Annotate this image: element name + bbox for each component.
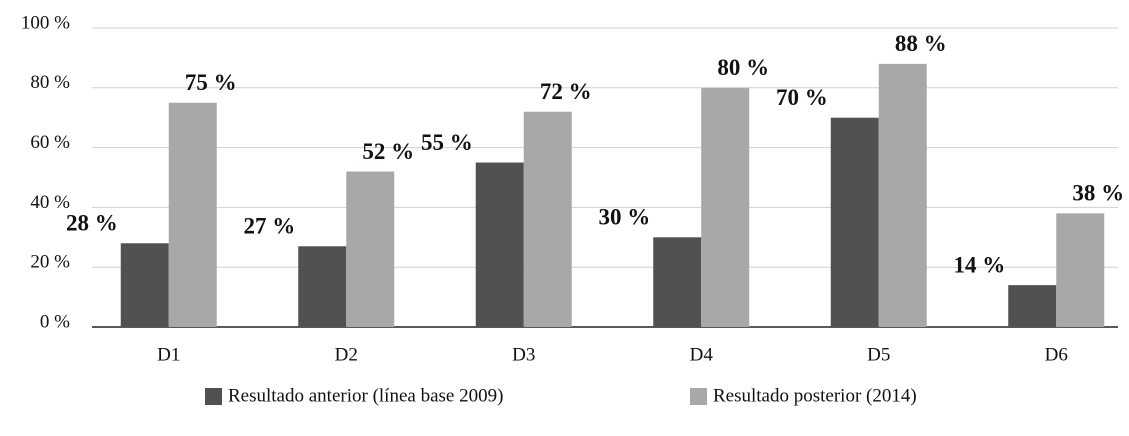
y-tick-label: 60 % bbox=[30, 132, 70, 153]
data-label: 30 % bbox=[599, 205, 651, 230]
data-label: 52 % bbox=[362, 139, 414, 164]
bar bbox=[830, 117, 879, 327]
data-label: 75 % bbox=[185, 70, 237, 95]
legend-label: Resultado posterior (2014) bbox=[713, 385, 917, 406]
data-label: 27 % bbox=[244, 214, 296, 239]
bar bbox=[298, 246, 347, 327]
bar bbox=[475, 162, 524, 327]
y-tick-label: 100 % bbox=[21, 12, 70, 33]
legend-label: Resultado anterior (línea base 2009) bbox=[228, 385, 503, 406]
bar bbox=[701, 87, 750, 327]
data-label: 38 % bbox=[1072, 181, 1124, 206]
bar bbox=[878, 63, 927, 327]
bar bbox=[1008, 285, 1057, 327]
bar bbox=[523, 111, 572, 327]
data-label: 88 % bbox=[895, 31, 947, 56]
legend-swatch bbox=[690, 388, 707, 405]
bar bbox=[120, 243, 169, 327]
data-label: 70 % bbox=[776, 85, 828, 110]
x-tick-label: D2 bbox=[335, 344, 358, 365]
x-tick-label: D1 bbox=[157, 344, 180, 365]
y-tick-label: 80 % bbox=[30, 72, 70, 93]
data-label: 80 % bbox=[717, 55, 769, 80]
bar bbox=[653, 237, 702, 327]
y-tick-label: 0 % bbox=[40, 311, 70, 332]
data-label: 14 % bbox=[954, 252, 1006, 277]
bar bbox=[346, 171, 395, 327]
bar bbox=[168, 102, 217, 327]
x-tick-label: D5 bbox=[867, 344, 890, 365]
x-tick-label: D4 bbox=[690, 344, 714, 365]
x-tick-label: D3 bbox=[512, 344, 535, 365]
legend-swatch bbox=[205, 388, 222, 405]
data-label: 28 % bbox=[66, 211, 118, 236]
y-tick-label: 20 % bbox=[30, 252, 70, 273]
x-tick-label: D6 bbox=[1045, 344, 1068, 365]
bar bbox=[1056, 213, 1105, 327]
data-label: 55 % bbox=[421, 130, 473, 155]
y-tick-label: 40 % bbox=[30, 192, 70, 213]
data-label: 72 % bbox=[540, 79, 592, 104]
